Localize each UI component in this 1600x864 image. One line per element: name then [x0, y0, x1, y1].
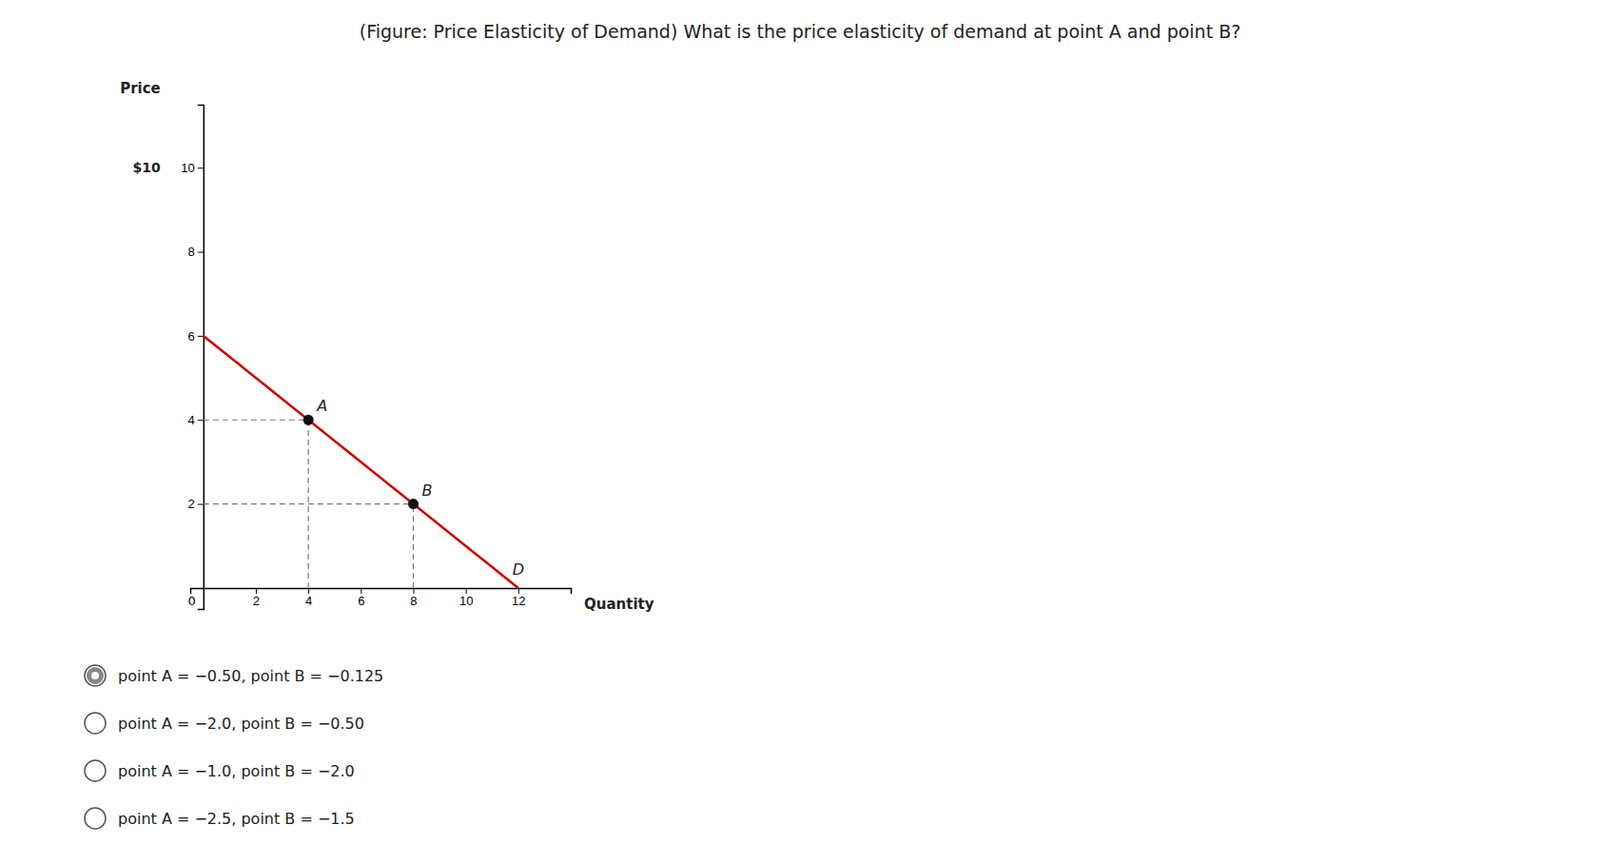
- option[interactable]: point A = −1.0, point B = −2.0: [84, 760, 355, 781]
- point-label: A: [315, 396, 328, 415]
- tick: 4: [305, 587, 313, 608]
- options: point A = −0.50, point B = −0.125 point A…: [84, 664, 384, 829]
- radio-button[interactable]: [84, 712, 106, 734]
- option-text[interactable]: point A = −2.0, point B = −0.50: [117, 714, 365, 733]
- tick: 2: [253, 587, 260, 608]
- tick-label: 12: [511, 593, 526, 608]
- tick-mark: [197, 252, 204, 254]
- y-axis-line: [197, 105, 205, 610]
- tick: 6: [357, 587, 365, 608]
- tick: 4: [188, 412, 204, 428]
- option-text[interactable]: point A = −1.0, point B = −2.0: [117, 761, 355, 781]
- tick-label: 6: [357, 593, 365, 608]
- tick: 2: [188, 496, 204, 511]
- tick-label: 6: [188, 329, 196, 344]
- option[interactable]: point A = −0.50, point B = −0.125: [84, 664, 384, 686]
- annotation: $10: [133, 159, 161, 176]
- tick: 8: [409, 587, 417, 608]
- radio-button[interactable]: [84, 807, 106, 829]
- y-axis: 2 4 6 8 10: [180, 105, 204, 610]
- tick-label: 2: [253, 593, 260, 608]
- tick: 10: [459, 587, 473, 608]
- tick-label: 2: [188, 496, 196, 511]
- x-axis: 2 4 6 8 10 12: [191, 587, 572, 608]
- plot-area: [203, 335, 519, 588]
- tick-mark: [255, 587, 257, 594]
- y-axis-title: Price: [119, 79, 161, 98]
- chart: (Figure: Price Elasticity of Demand) Wha…: [0, 0, 1600, 864]
- option-text[interactable]: point A = −2.5, point B = −1.5: [117, 809, 355, 828]
- tick: 6: [188, 329, 204, 344]
- tick-label: 4: [188, 412, 196, 428]
- tick-label: 8: [188, 244, 196, 259]
- point: [408, 498, 419, 509]
- tick-label: 10: [180, 160, 195, 176]
- title: (Figure: Price Elasticity of Demand) Wha…: [359, 20, 1242, 42]
- tick-label: 8: [409, 593, 417, 608]
- tick-mark: [197, 167, 204, 169]
- option-text[interactable]: point A = −0.50, point B = −0.125: [117, 666, 384, 685]
- drop-line: [412, 504, 414, 588]
- drop-line: [203, 503, 414, 505]
- labels: D A B: [315, 396, 525, 579]
- origin-label: 0: [188, 593, 196, 608]
- radio-button[interactable]: [84, 760, 106, 781]
- point-label: B: [421, 481, 432, 500]
- radio-button[interactable]: [84, 664, 106, 686]
- x-axis-line: [191, 587, 572, 594]
- tick-mark: [360, 587, 362, 594]
- tick: 10: [180, 160, 203, 176]
- radio-selected-dot[interactable]: [91, 671, 99, 680]
- tick-label: 4: [305, 593, 313, 608]
- option[interactable]: point A = −2.5, point B = −1.5: [84, 807, 355, 829]
- option[interactable]: point A = −2.0, point B = −0.50: [84, 712, 365, 734]
- tick-mark: [518, 587, 520, 594]
- radio-selected[interactable]: [86, 666, 104, 684]
- x-axis-title: Quantity: [584, 595, 655, 613]
- tick-mark: [412, 587, 414, 594]
- tick-mark: [197, 419, 204, 421]
- drop-line: [203, 419, 309, 421]
- tick-mark: [197, 504, 204, 506]
- tick-mark: [197, 335, 204, 337]
- tick-mark: [308, 587, 310, 594]
- tick-mark: [466, 587, 468, 594]
- tick: 8: [188, 244, 204, 259]
- point: [303, 414, 314, 426]
- series-label: D: [512, 560, 525, 579]
- demand-line: [203, 335, 519, 588]
- tick-label: 10: [459, 593, 473, 608]
- tick: 12: [511, 587, 526, 608]
